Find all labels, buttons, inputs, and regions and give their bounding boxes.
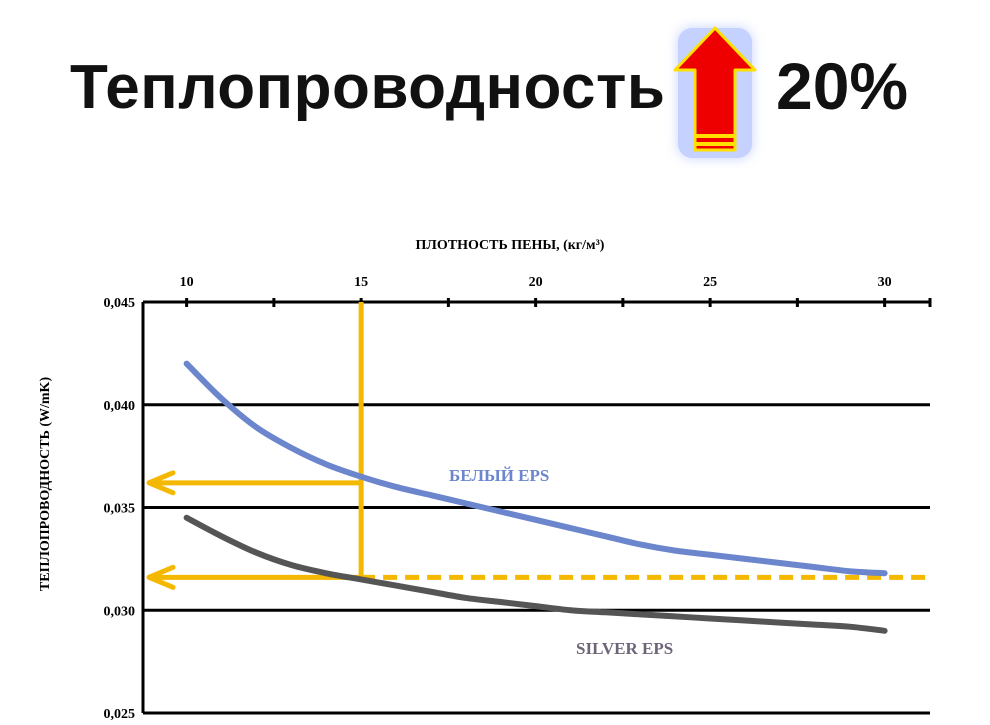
grid-layer — [143, 300, 930, 715]
silver-eps-label: SILVER EPS — [576, 639, 673, 658]
x-tick-label: 25 — [703, 275, 717, 290]
headline: Теплопроводность 20% — [0, 0, 990, 190]
change-value: 20% — [776, 49, 909, 123]
guide-layer — [146, 302, 930, 590]
x-tick-label: 15 — [354, 275, 368, 290]
white-eps-line — [183, 360, 888, 577]
x-tick-label: 30 — [878, 275, 892, 290]
y-tick-label: 0,045 — [104, 296, 136, 311]
y-axis-title: ТЕПЛОПРОВОДНОСТЬ (W/mK) — [38, 377, 53, 592]
white-eps-guide-arrowhead — [146, 470, 176, 496]
page-title: Теплопроводность — [70, 53, 666, 122]
x-tick-label: 20 — [529, 275, 543, 290]
label-layer: 0,025 0,030 0,035 0,040 0,045 10 15 20 25 30 ПЛОТН… — [38, 238, 892, 722]
up-arrow-icon — [673, 26, 757, 158]
x-axis-title: ПЛОТНОСТЬ ПЕНЫ, (кг/м³) — [416, 238, 605, 253]
white-eps-label: БЕЛЫЙ EPS — [449, 466, 549, 485]
silver-eps-guide-arrowhead — [146, 564, 176, 590]
silver-eps-line — [183, 514, 888, 634]
x-tick-label: 10 — [180, 275, 194, 290]
y-tick-label: 0,030 — [104, 604, 136, 619]
series-layer — [183, 360, 888, 634]
y-tick-label: 0,040 — [104, 399, 136, 414]
axis-layer — [141, 298, 932, 713]
y-tick-label: 0,035 — [104, 502, 136, 517]
y-tick-label: 0,025 — [104, 707, 136, 722]
